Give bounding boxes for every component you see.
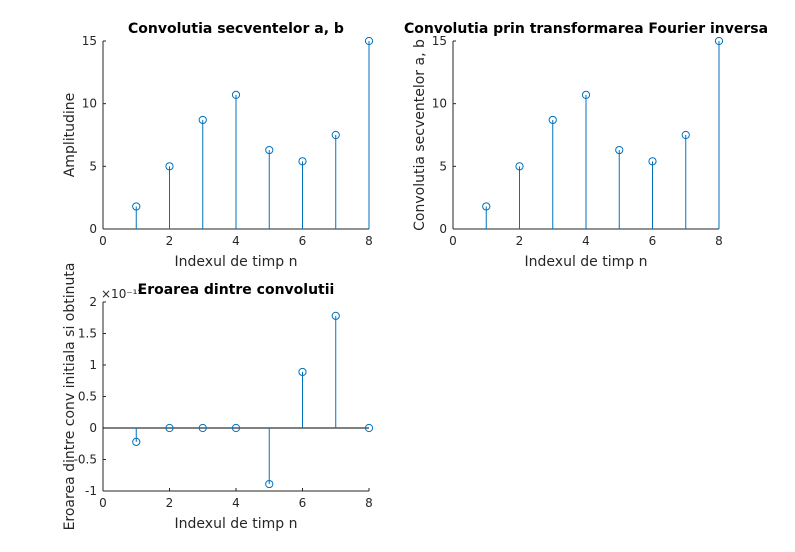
x-tick-label: 6	[299, 234, 307, 248]
stem-marker	[331, 130, 340, 140]
stem-marker	[165, 423, 174, 433]
y-tick-label: 15	[82, 34, 97, 48]
stem-marker	[265, 145, 274, 155]
y-tick-label: 5	[89, 159, 97, 173]
x-tick-label: 2	[516, 234, 524, 248]
y-axis-label: Eroarea dintre conv initiala si obtinuta	[62, 263, 78, 531]
stem-marker	[132, 437, 141, 446]
y-tick-label: 1.5	[78, 327, 97, 341]
x-axis-label: Indexul de timp n	[175, 516, 298, 532]
stem-marker	[265, 479, 274, 489]
x-tick-label: 0	[99, 234, 107, 248]
chart-title: Convolutia secventelor a, b	[128, 21, 344, 37]
stem-marker	[231, 423, 241, 433]
y-axis-label: Amplitudine	[62, 93, 78, 178]
x-tick-label: 4	[582, 234, 590, 248]
stem-marker	[198, 423, 207, 433]
x-tick-label: 0	[99, 496, 107, 510]
stem-marker	[548, 115, 557, 125]
stem-marker	[198, 115, 207, 125]
x-tick-label: 0	[449, 234, 457, 248]
x-tick-label: 4	[232, 234, 240, 248]
stem-marker	[298, 157, 307, 166]
stem-marker	[482, 202, 491, 211]
y-tick-label: 10	[82, 97, 97, 111]
y-tick-label: 1	[89, 358, 97, 372]
y-tick-label: 2	[89, 295, 97, 309]
x-tick-label: 8	[365, 234, 373, 248]
stem-marker	[615, 145, 624, 155]
stem-marker	[515, 162, 524, 171]
stem-marker	[364, 36, 374, 46]
y-tick-label: -1	[85, 484, 97, 498]
y-tick-label: 10	[432, 97, 447, 111]
y-tick-label: -0.5	[74, 453, 97, 467]
y-axis-label: Convolutia secventelor a, b	[412, 39, 428, 231]
x-tick-label: 2	[166, 496, 174, 510]
stem-marker	[364, 423, 374, 433]
y-tick-label: 0	[89, 222, 97, 236]
y-tick-label: 0	[89, 421, 97, 435]
stem-marker	[681, 130, 690, 140]
y-tick-label: 0.5	[78, 390, 97, 404]
stem-marker	[165, 162, 174, 171]
y-tick-label: 0	[439, 222, 447, 236]
y-tick-label: 15	[432, 34, 447, 48]
x-tick-label: 2	[166, 234, 174, 248]
x-tick-label: 6	[649, 234, 657, 248]
y-exponent-label: ×10⁻¹⁵	[101, 287, 142, 301]
stem-marker	[132, 202, 141, 211]
stem-marker	[298, 367, 307, 377]
stem-marker	[581, 90, 591, 99]
subplot-convolution-direct: 0 2 4 6 8 0 5 10 15 Convolutia secventelor a, b In…	[62, 21, 374, 270]
chart-title: Convolutia prin transformarea Fourier in…	[404, 21, 768, 37]
stem-marker	[648, 157, 657, 166]
x-tick-label: 4	[232, 496, 240, 510]
x-axis-label: Indexul de timp n	[175, 254, 298, 270]
y-tick-label: 5	[439, 159, 447, 173]
chart-title: Eroarea dintre convolutii	[138, 282, 335, 298]
stem-marker	[714, 36, 724, 46]
x-tick-label: 8	[715, 234, 723, 248]
stem-marker	[331, 311, 340, 320]
x-axis-label: Indexul de timp n	[525, 254, 648, 270]
x-tick-label: 6	[299, 496, 307, 510]
stem-marker	[231, 90, 241, 99]
x-tick-label: 8	[365, 496, 373, 510]
